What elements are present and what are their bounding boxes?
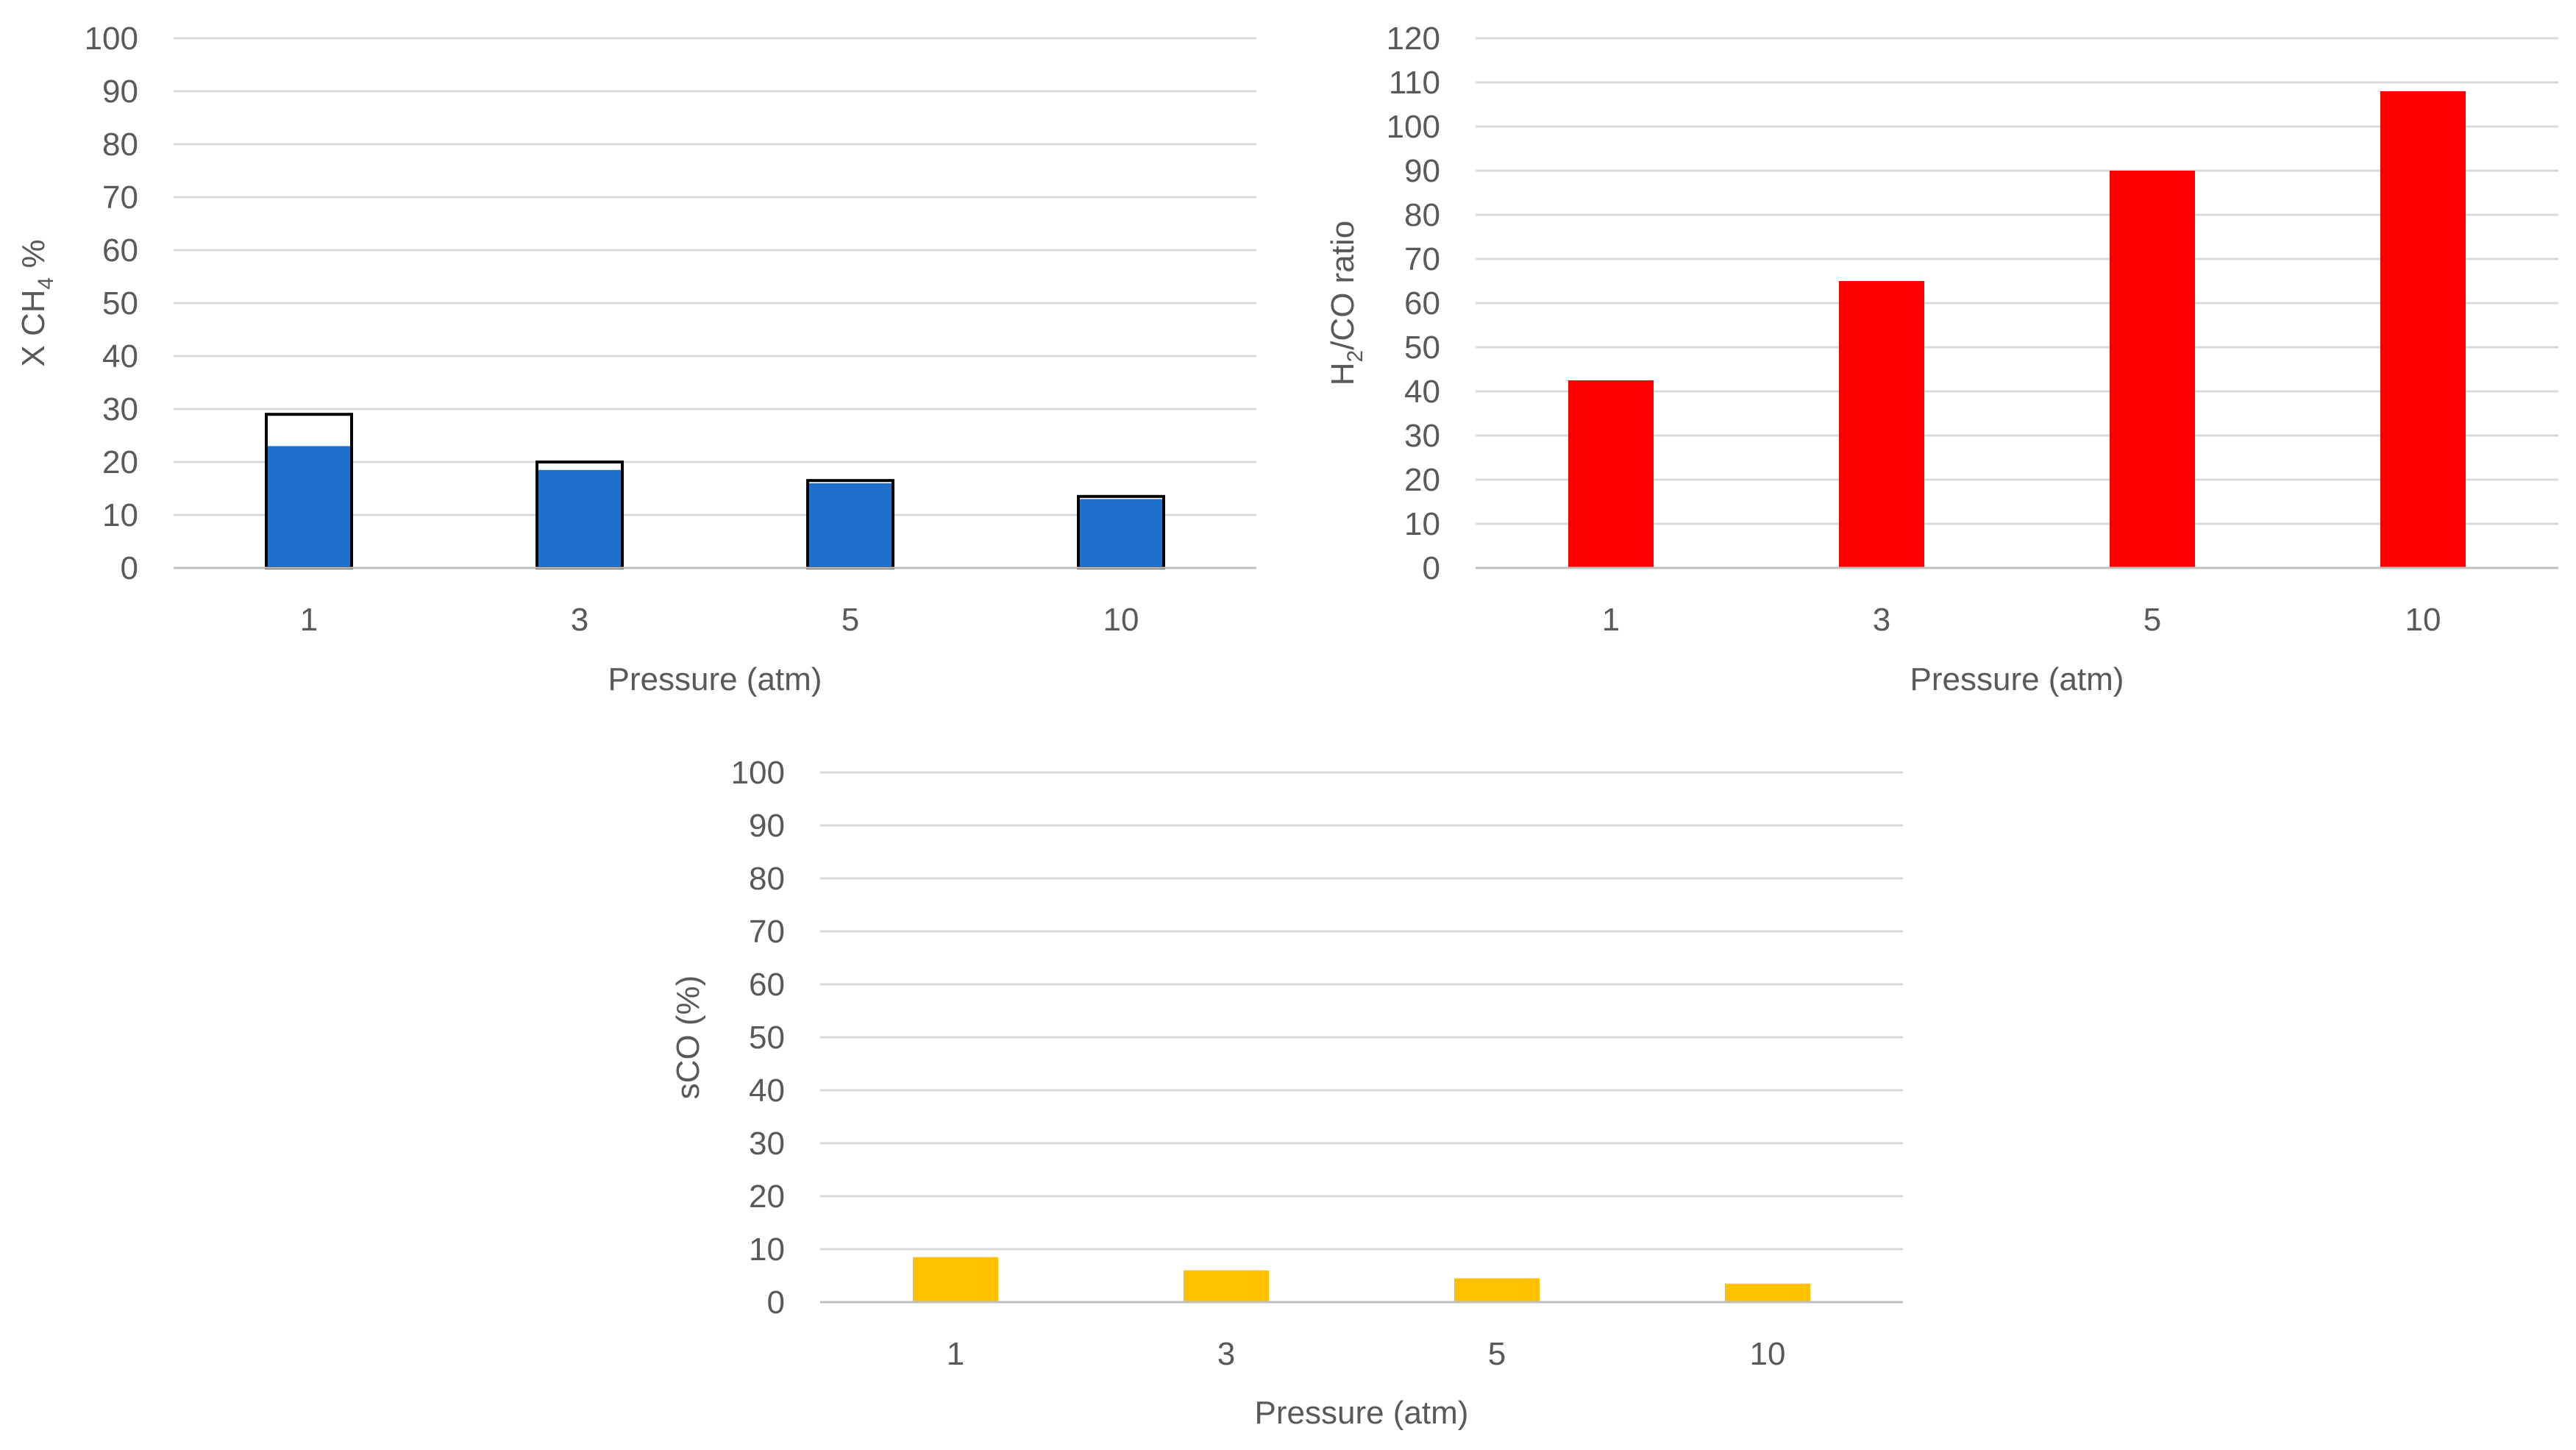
sco-grid bbox=[820, 771, 1903, 1251]
ch4-y-tick-label: 0 bbox=[121, 550, 138, 586]
sco-y-tick-label: 40 bbox=[749, 1073, 785, 1109]
h2co-x-tick-label: 3 bbox=[1873, 602, 1890, 638]
h2co-y-tick-label: 110 bbox=[1389, 65, 1440, 101]
sco-y-tick-label: 100 bbox=[731, 755, 785, 791]
sco-y-tick-label: 30 bbox=[749, 1126, 785, 1162]
h2co-y-axis-title: H2/CO ratio bbox=[1325, 221, 1367, 386]
h2co-y-ticks: 0 10 20 30 40 50 60 70 80 90 100 110 120 bbox=[1387, 21, 1440, 586]
ch4-x-tick-label: 3 bbox=[571, 602, 588, 638]
h2co-y-axis-title-main: H bbox=[1325, 362, 1361, 385]
ch4-y-tick-label: 10 bbox=[102, 497, 138, 533]
h2co-x-tick-label: 5 bbox=[2143, 602, 2161, 638]
h2co-bar-3 bbox=[1839, 281, 1924, 568]
h2co-y-tick-label: 70 bbox=[1404, 241, 1440, 277]
h2co-y-tick-label: 50 bbox=[1404, 330, 1440, 366]
h2co-y-tick-label: 0 bbox=[1423, 550, 1440, 586]
h2co-y-tick-label: 30 bbox=[1404, 418, 1440, 454]
sco-y-tick-label: 10 bbox=[749, 1232, 785, 1268]
h2co-y-axis-title-subscript: 2 bbox=[1343, 350, 1367, 363]
sco-y-ticks: 0 10 20 30 40 50 60 70 80 90 100 bbox=[731, 755, 785, 1321]
sco-bar-5 bbox=[1454, 1278, 1540, 1302]
h2co-y-tick-label: 100 bbox=[1387, 109, 1440, 145]
h2co-y-tick-label: 90 bbox=[1404, 153, 1440, 189]
ch4-grid bbox=[174, 37, 1256, 516]
ch4-y-tick-label: 80 bbox=[102, 127, 138, 163]
h2co-y-tick-label: 120 bbox=[1387, 21, 1440, 57]
sco-x-ticks: 1 3 5 10 bbox=[947, 1336, 1786, 1372]
ch4-conversion-bar-10 bbox=[1080, 499, 1162, 566]
ch4-y-tick-label: 50 bbox=[102, 285, 138, 321]
sco-x-tick-label: 10 bbox=[1750, 1336, 1786, 1372]
sco-bars bbox=[913, 1257, 1810, 1302]
h2co-bars bbox=[1568, 91, 2466, 568]
chart-sco-selectivity: 0 10 20 30 40 50 60 70 80 90 100 1 3 5 10 Pressure (a… bbox=[670, 755, 1903, 1431]
ch4-x-tick-label: 5 bbox=[842, 602, 859, 638]
sco-bar-10 bbox=[1725, 1283, 1810, 1302]
sco-bar-1 bbox=[913, 1257, 998, 1302]
h2co-x-axis-title: Pressure (atm) bbox=[1910, 661, 2124, 697]
ch4-y-tick-label: 100 bbox=[85, 21, 138, 57]
sco-bar-3 bbox=[1184, 1270, 1269, 1302]
h2co-y-tick-label: 10 bbox=[1404, 506, 1440, 542]
sco-y-axis-title-main: sCO (%) bbox=[670, 975, 706, 1100]
h2co-grid bbox=[1476, 37, 2558, 525]
h2co-x-tick-label: 1 bbox=[1602, 602, 1620, 638]
sco-x-tick-label: 3 bbox=[1217, 1336, 1235, 1372]
ch4-x-axis-title: Pressure (atm) bbox=[608, 661, 822, 697]
ch4-y-tick-label: 20 bbox=[102, 444, 138, 480]
h2co-x-tick-label: 10 bbox=[2405, 602, 2441, 638]
sco-y-tick-label: 60 bbox=[749, 967, 785, 1003]
ch4-y-tick-label: 40 bbox=[102, 338, 138, 374]
h2co-bar-5 bbox=[2110, 171, 2195, 568]
ch4-y-axis-title-suffix: % bbox=[15, 239, 51, 277]
h2co-y-tick-label: 60 bbox=[1404, 285, 1440, 321]
ch4-y-axis-title: X CH4 % bbox=[15, 239, 58, 366]
sco-y-tick-label: 0 bbox=[767, 1284, 785, 1321]
chart-h2co-ratio: 0 10 20 30 40 50 60 70 80 90 100 110 120 1 3 5 10 Press… bbox=[1325, 21, 2558, 697]
h2co-y-tick-label: 20 bbox=[1404, 462, 1440, 498]
ch4-bars bbox=[265, 413, 1165, 570]
ch4-conversion-bar-5 bbox=[809, 483, 892, 566]
ch4-x-tick-label: 10 bbox=[1103, 602, 1139, 638]
ch4-x-tick-label: 1 bbox=[300, 602, 318, 638]
sco-y-tick-label: 50 bbox=[749, 1020, 785, 1056]
sco-x-axis-title: Pressure (atm) bbox=[1255, 1395, 1469, 1431]
ch4-conversion-bar-1 bbox=[268, 446, 350, 566]
ch4-y-tick-label: 90 bbox=[102, 74, 138, 110]
ch4-y-axis-title-subscript: 4 bbox=[34, 277, 58, 290]
ch4-y-tick-label: 70 bbox=[102, 180, 138, 216]
sco-y-tick-label: 20 bbox=[749, 1179, 785, 1215]
h2co-y-axis-title-suffix: /CO ratio bbox=[1325, 221, 1361, 350]
sco-x-tick-label: 1 bbox=[947, 1336, 964, 1372]
ch4-y-axis-title-main: X CH bbox=[15, 289, 51, 366]
sco-x-tick-label: 5 bbox=[1488, 1336, 1506, 1372]
ch4-y-tick-label: 60 bbox=[102, 232, 138, 269]
ch4-x-ticks: 1 3 5 10 bbox=[300, 602, 1139, 638]
sco-y-tick-label: 80 bbox=[749, 861, 785, 897]
h2co-bar-10 bbox=[2380, 91, 2466, 568]
h2co-x-ticks: 1 3 5 10 bbox=[1602, 602, 2441, 638]
ch4-conversion-bar-3 bbox=[538, 469, 621, 566]
sco-y-tick-label: 70 bbox=[749, 914, 785, 950]
chart-ch4-conversion: 0 10 20 30 40 50 60 70 80 90 100 1 3 5 10 Pressure (a… bbox=[15, 21, 1256, 697]
h2co-y-tick-label: 80 bbox=[1404, 197, 1440, 233]
sco-y-tick-label: 90 bbox=[749, 808, 785, 844]
h2co-bar-1 bbox=[1568, 380, 1654, 568]
ch4-y-ticks: 0 10 20 30 40 50 60 70 80 90 100 bbox=[85, 21, 138, 586]
sco-y-axis-title: sCO (%) bbox=[670, 975, 706, 1100]
ch4-y-tick-label: 30 bbox=[102, 391, 138, 427]
h2co-y-tick-label: 40 bbox=[1404, 374, 1440, 410]
